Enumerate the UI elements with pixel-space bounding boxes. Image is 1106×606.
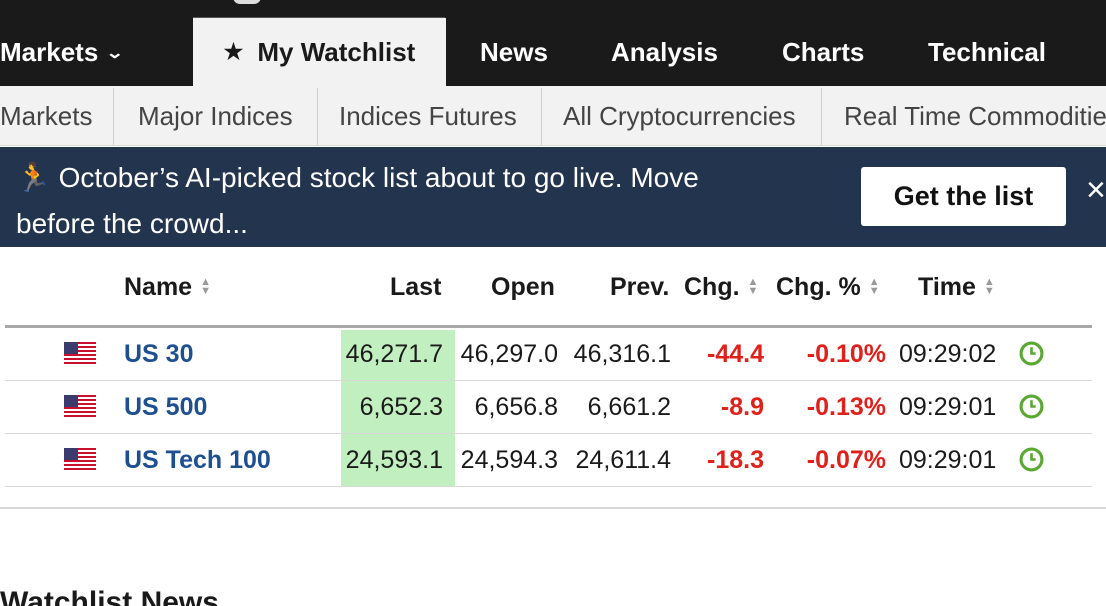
nav-news[interactable]: News — [480, 36, 548, 67]
column-header-chg-pct[interactable]: Chg. % ▲ ▼ — [776, 247, 880, 327]
column-header-chg-label: Chg. — [684, 272, 740, 301]
subnav-real-time-commodities[interactable]: Real Time Commodities — [844, 100, 1106, 131]
change-value: -8.9 — [720, 392, 764, 421]
subnav-all-cryptocurrencies[interactable]: All Cryptocurrencies — [563, 100, 796, 131]
star-icon: ★ — [223, 39, 244, 64]
banner-line-2: before the crowd... — [16, 208, 248, 239]
column-header-open: Open — [491, 272, 555, 301]
us-flag-icon — [64, 342, 96, 364]
subnav-major-indices[interactable]: Major Indices — [138, 100, 293, 131]
last-update-time: 09:29:01 — [899, 392, 997, 421]
toggle-knob-icon — [233, 0, 261, 4]
change-value: -44.4 — [707, 339, 764, 368]
us-flag-icon — [64, 448, 96, 470]
header-divider — [5, 325, 1092, 328]
nav-my-watchlist-label: My Watchlist — [257, 36, 416, 67]
change-value: -18.3 — [707, 445, 764, 474]
last-update-time: 09:29:01 — [899, 445, 997, 474]
last-price: 24,593.1 — [345, 445, 443, 474]
subnav-markets[interactable]: Markets — [0, 100, 93, 131]
top-navigation: Markets ⌄ ★ My Watchlist News Analysis C… — [0, 0, 1106, 86]
instrument-name-link[interactable]: US 500 — [124, 392, 208, 421]
column-header-time-label: Time — [918, 272, 976, 301]
prev-close: 24,611.4 — [575, 445, 671, 474]
nav-my-watchlist[interactable]: ★ My Watchlist — [193, 18, 446, 86]
nav-markets[interactable]: Markets ⌄ — [0, 18, 125, 86]
nav-technical[interactable]: Technical — [928, 36, 1047, 67]
open-price: 24,594.3 — [460, 445, 558, 474]
subnav-indices-futures[interactable]: Indices Futures — [339, 100, 517, 131]
subnav-divider — [317, 88, 318, 145]
banner-message: 🏃 October’s AI-picked stock list about t… — [16, 155, 816, 247]
prev-close: 46,316.1 — [573, 339, 671, 368]
table-row[interactable]: US 500 6,652.3 6,656.8 6,661.2 -8.9 -0.1… — [5, 381, 1092, 434]
column-header-name[interactable]: Name ▲ ▼ — [124, 247, 211, 327]
subnav-divider — [821, 88, 822, 145]
sort-icon[interactable]: ▲ ▼ — [868, 276, 880, 297]
clock-icon — [1019, 447, 1044, 472]
last-update-time: 09:29:02 — [899, 339, 997, 368]
last-column-highlight — [341, 330, 455, 486]
sort-icon[interactable]: ▲ ▼ — [200, 276, 211, 297]
subnav-divider — [113, 88, 114, 145]
table-row[interactable]: US Tech 100 24,593.1 24,594.3 24,611.4 -… — [5, 434, 1092, 487]
column-header-chg-pct-label: Chg. % — [776, 272, 861, 301]
change-percent: -0.10% — [806, 339, 886, 368]
sub-navigation: Markets Major Indices Indices Futures Al… — [0, 86, 1106, 146]
last-price: 46,271.7 — [345, 339, 443, 368]
banner-line-1: October’s AI-picked stock list about to … — [58, 162, 699, 193]
sort-icon[interactable]: ▲ ▼ — [747, 276, 759, 297]
clock-icon — [1019, 341, 1044, 366]
subnav-divider — [541, 88, 542, 145]
table-row[interactable]: US 30 46,271.7 46,297.0 46,316.1 -44.4 -… — [5, 328, 1092, 381]
instrument-name-link[interactable]: US 30 — [124, 339, 194, 368]
sort-icon[interactable]: ▲ ▼ — [983, 276, 995, 297]
us-flag-icon — [64, 395, 96, 417]
top-strip — [193, 0, 445, 18]
nav-markets-label: Markets — [0, 36, 99, 67]
nav-analysis[interactable]: Analysis — [611, 36, 718, 67]
column-header-last: Last — [390, 272, 442, 301]
column-header-chg[interactable]: Chg. ▲ ▼ — [684, 247, 758, 327]
chevron-down-icon: ⌄ — [105, 45, 125, 62]
last-price: 6,652.3 — [359, 392, 443, 421]
prev-close: 6,661.2 — [587, 392, 671, 421]
clock-icon — [1019, 394, 1044, 419]
close-icon[interactable]: × — [1086, 171, 1106, 209]
open-price: 6,656.8 — [474, 392, 558, 421]
watchlist-table: Name ▲ ▼ Last Open Prev. Chg. ▲ ▼ Chg. % ▲… — [0, 247, 1106, 509]
change-percent: -0.07% — [806, 445, 886, 474]
column-header-time[interactable]: Time ▲ ▼ — [918, 247, 995, 327]
change-percent: -0.13% — [806, 392, 886, 421]
open-price: 46,297.0 — [460, 339, 558, 368]
column-header-name-label: Name — [124, 272, 193, 301]
runner-icon: 🏃 — [16, 162, 51, 193]
promo-banner: 🏃 October’s AI-picked stock list about t… — [0, 147, 1106, 247]
column-header-prev: Prev. — [610, 272, 670, 301]
section-title: Watchlist News — [0, 586, 219, 606]
instrument-name-link[interactable]: US Tech 100 — [124, 445, 271, 474]
nav-charts[interactable]: Charts — [782, 36, 865, 67]
get-the-list-button[interactable]: Get the list — [861, 167, 1066, 226]
